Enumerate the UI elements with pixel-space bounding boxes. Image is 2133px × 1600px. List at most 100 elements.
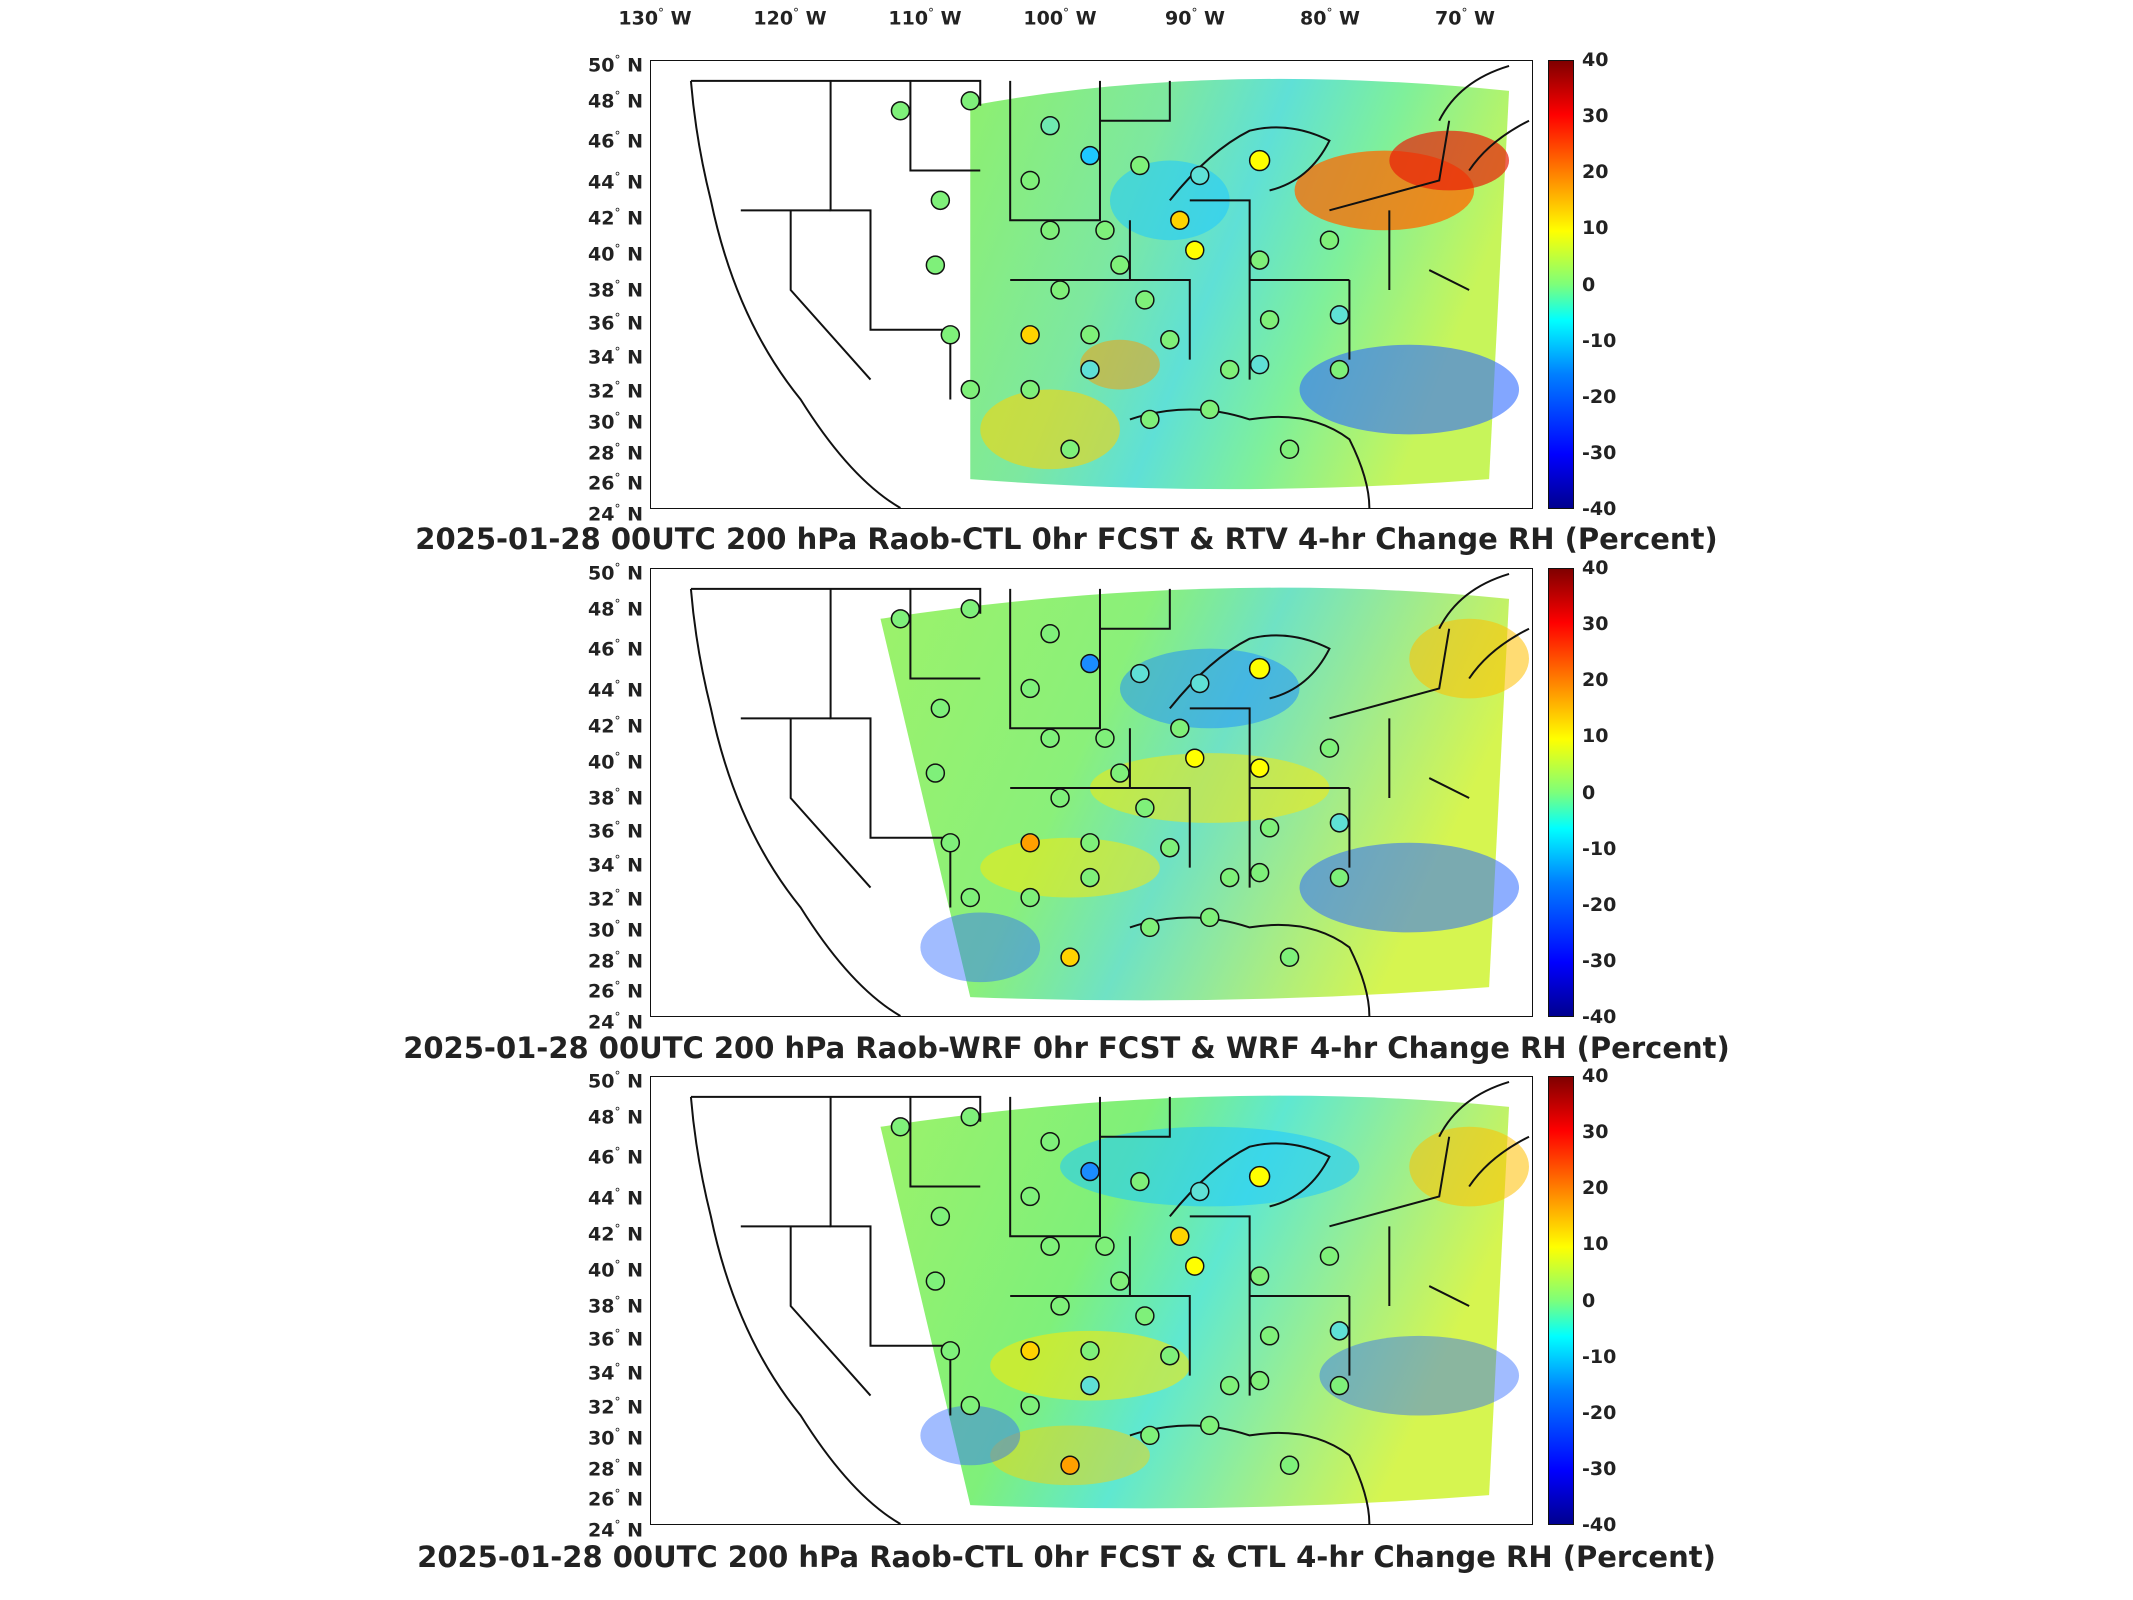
latitude-label: 40° N xyxy=(588,749,643,773)
latitude-label: 42° N xyxy=(588,205,643,229)
colorbar-tick-label: 40 xyxy=(1582,557,1609,579)
colorbar-tick-label: 0 xyxy=(1582,781,1596,804)
latitude-label: 46° N xyxy=(588,1145,643,1169)
colorbar-tick-label: 20 xyxy=(1582,1177,1609,1200)
latitude-label: 24° N xyxy=(588,1518,643,1542)
latitude-label: 38° N xyxy=(588,1293,643,1317)
dry-region xyxy=(1119,648,1300,729)
colorbar-tick-label: -40 xyxy=(1582,498,1617,520)
colorbar-tick-label: -40 xyxy=(1582,1514,1617,1536)
latitude-label: 34° N xyxy=(588,1360,643,1385)
colorbar-tick-label: 20 xyxy=(1582,669,1609,692)
colorbar-tick-label: 10 xyxy=(1582,217,1609,240)
latitude-label: 38° N xyxy=(588,277,643,301)
latitude-label: 50° N xyxy=(588,53,643,77)
colorbar-tick-label: 0 xyxy=(1582,1289,1596,1312)
panel-title: 2025-01-28 00UTC 200 hPa Raob-WRF 0hr FC… xyxy=(403,1031,1730,1065)
latitude-label: 28° N xyxy=(588,441,643,465)
latitude-label: 36° N xyxy=(588,819,643,843)
moist-region xyxy=(1389,130,1510,191)
longitude-label: 110° W xyxy=(888,6,962,30)
latitude-label: 44° N xyxy=(588,1185,643,1210)
latitude-label: 46° N xyxy=(588,637,643,661)
colorbar-tick-label: 10 xyxy=(1582,1233,1609,1256)
latitude-label: 28° N xyxy=(588,1457,643,1481)
longitude-label: 80° W xyxy=(1299,6,1361,30)
colorbar-tick-label: 40 xyxy=(1582,49,1609,71)
raob-stations xyxy=(890,1107,1350,1475)
colorbar xyxy=(1548,1076,1574,1525)
latitude-label: 32° N xyxy=(588,886,643,910)
rh-change-map xyxy=(650,60,1533,509)
moist-region xyxy=(980,389,1120,470)
latitude-label: 48° N xyxy=(588,596,643,621)
latitude-label: 26° N xyxy=(588,470,643,494)
colorbar-tick-label: -30 xyxy=(1582,441,1617,464)
raob-stations xyxy=(890,91,1350,459)
rh-change-map xyxy=(650,1076,1533,1525)
latitude-label: 36° N xyxy=(588,311,643,335)
colorbar-tick-label: -20 xyxy=(1582,1401,1617,1424)
latitude-label: 44° N xyxy=(588,677,643,702)
colorbar-tick-label: -40 xyxy=(1582,1006,1617,1028)
colorbar xyxy=(1548,568,1574,1017)
longitude-label: 100° W xyxy=(1023,6,1097,30)
colorbar-tick-label: -10 xyxy=(1582,1345,1617,1368)
rh-change-map xyxy=(650,568,1533,1017)
colorbar-tick-label: -10 xyxy=(1582,329,1617,352)
latitude-label: 50° N xyxy=(588,1069,643,1093)
latitude-label: 28° N xyxy=(588,949,643,973)
moist-region xyxy=(990,1330,1190,1401)
colorbar-tick-label: 10 xyxy=(1582,725,1609,748)
colorbar-tick-label: 30 xyxy=(1582,105,1609,128)
latitude-label: 32° N xyxy=(588,1394,643,1418)
colorbar-tick-label: -30 xyxy=(1582,949,1617,972)
latitude-label: 34° N xyxy=(588,344,643,369)
latitude-label: 40° N xyxy=(588,241,643,265)
latitude-label: 26° N xyxy=(588,978,643,1002)
colorbar-tick-label: -20 xyxy=(1582,385,1617,408)
latitude-label: 30° N xyxy=(588,1425,643,1450)
colorbar-tick-label: 0 xyxy=(1582,273,1596,296)
colorbar-tick-label: 40 xyxy=(1582,1065,1609,1087)
state-boundaries xyxy=(689,1081,1530,1524)
dry-region xyxy=(1060,1126,1360,1207)
latitude-label: 34° N xyxy=(588,852,643,877)
colorbar-tick-label: 20 xyxy=(1582,161,1609,184)
dry-region xyxy=(1319,1335,1520,1416)
colorbar-tick-label: -10 xyxy=(1582,837,1617,860)
latitude-label: 40° N xyxy=(588,1257,643,1281)
latitude-label: 24° N xyxy=(588,1010,643,1034)
dry-region xyxy=(920,912,1041,983)
latitude-label: 50° N xyxy=(588,561,643,585)
colorbar-tick-label: 30 xyxy=(1582,613,1609,636)
latitude-label: 36° N xyxy=(588,1327,643,1351)
latitude-label: 42° N xyxy=(588,713,643,737)
latitude-label: 30° N xyxy=(588,917,643,942)
colorbar-tick-label: -20 xyxy=(1582,893,1617,916)
moist-region xyxy=(990,1425,1150,1486)
moist-region xyxy=(980,837,1160,898)
colorbar-tick-label: 30 xyxy=(1582,1121,1609,1144)
dry-region xyxy=(920,1405,1021,1466)
moist-region xyxy=(1080,339,1160,390)
raob-stations xyxy=(890,599,1350,967)
latitude-label: 48° N xyxy=(588,1104,643,1129)
latitude-label: 44° N xyxy=(588,169,643,194)
latitude-label: 38° N xyxy=(588,785,643,809)
longitude-label: 130° W xyxy=(618,6,692,30)
longitude-label: 120° W xyxy=(753,6,827,30)
moist-region xyxy=(1409,1126,1530,1207)
latitude-label: 32° N xyxy=(588,378,643,402)
longitude-label: 90° W xyxy=(1164,6,1226,30)
panel-title: 2025-01-28 00UTC 200 hPa Raob-CTL 0hr FC… xyxy=(417,1540,1716,1574)
latitude-label: 30° N xyxy=(588,409,643,434)
moist-region xyxy=(1409,618,1530,699)
latitude-label: 24° N xyxy=(588,502,643,526)
colorbar-tick-label: -30 xyxy=(1582,1457,1617,1480)
latitude-label: 42° N xyxy=(588,1221,643,1245)
latitude-label: 46° N xyxy=(588,129,643,153)
dry-region xyxy=(1299,842,1520,933)
latitude-label: 26° N xyxy=(588,1486,643,1510)
longitude-label: 70° W xyxy=(1434,6,1496,30)
